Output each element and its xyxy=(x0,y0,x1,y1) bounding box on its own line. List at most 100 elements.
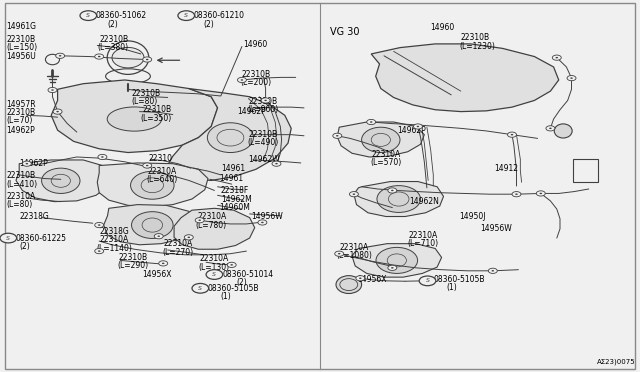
Circle shape xyxy=(264,100,267,101)
Text: (L=290): (L=290) xyxy=(117,262,148,270)
Circle shape xyxy=(154,234,163,239)
Text: (L=710): (L=710) xyxy=(407,239,438,248)
Text: 22310A: 22310A xyxy=(6,192,36,201)
Circle shape xyxy=(275,163,278,164)
Circle shape xyxy=(162,263,164,264)
Circle shape xyxy=(515,193,518,195)
Text: AΣ23)0075: AΣ23)0075 xyxy=(597,359,636,365)
Circle shape xyxy=(198,219,201,221)
Circle shape xyxy=(98,56,100,57)
Text: 22310B: 22310B xyxy=(142,105,172,114)
Text: (2): (2) xyxy=(204,20,214,29)
Text: (L=780): (L=780) xyxy=(196,221,227,230)
Text: 22310B: 22310B xyxy=(248,130,278,139)
Circle shape xyxy=(241,79,243,81)
Text: (L=1230): (L=1230) xyxy=(460,42,495,51)
Circle shape xyxy=(272,161,281,166)
Circle shape xyxy=(512,192,521,197)
Circle shape xyxy=(359,278,362,279)
Circle shape xyxy=(419,276,436,286)
Ellipse shape xyxy=(336,276,362,294)
Text: 14962P: 14962P xyxy=(237,107,266,116)
Text: 22310A: 22310A xyxy=(339,243,369,252)
Circle shape xyxy=(552,55,561,60)
Circle shape xyxy=(492,270,494,272)
Text: 08360-51014: 08360-51014 xyxy=(223,270,274,279)
Circle shape xyxy=(488,268,497,273)
Polygon shape xyxy=(371,44,559,112)
Circle shape xyxy=(146,165,148,166)
Text: 14956U: 14956U xyxy=(6,52,36,61)
Circle shape xyxy=(56,53,65,58)
Text: 22310B: 22310B xyxy=(99,35,129,44)
Text: 22310B: 22310B xyxy=(6,171,36,180)
Text: 22310B: 22310B xyxy=(248,97,278,106)
Polygon shape xyxy=(337,122,424,157)
Circle shape xyxy=(388,188,397,193)
Text: 14956X: 14956X xyxy=(142,270,172,279)
Circle shape xyxy=(567,76,576,81)
Circle shape xyxy=(549,128,552,129)
Circle shape xyxy=(227,262,236,267)
Circle shape xyxy=(157,235,160,237)
Circle shape xyxy=(0,233,17,243)
Circle shape xyxy=(143,163,152,168)
Circle shape xyxy=(570,77,573,79)
Circle shape xyxy=(237,77,246,83)
Text: 22310B: 22310B xyxy=(242,70,271,79)
Circle shape xyxy=(391,267,394,269)
Text: 14962W: 14962W xyxy=(248,155,280,164)
Circle shape xyxy=(413,124,422,129)
Text: (L=350): (L=350) xyxy=(141,114,172,123)
Circle shape xyxy=(356,276,365,281)
Text: (L=70): (L=70) xyxy=(6,116,33,125)
Circle shape xyxy=(536,191,545,196)
Circle shape xyxy=(184,235,193,240)
Circle shape xyxy=(53,109,62,114)
Circle shape xyxy=(22,161,31,166)
Ellipse shape xyxy=(131,171,174,199)
Circle shape xyxy=(56,111,59,112)
Text: 14961G: 14961G xyxy=(6,22,36,31)
Text: 08360-61210: 08360-61210 xyxy=(193,11,244,20)
Circle shape xyxy=(391,190,394,191)
Ellipse shape xyxy=(554,124,572,138)
Circle shape xyxy=(261,222,264,223)
Ellipse shape xyxy=(207,123,253,153)
Text: 22310A: 22310A xyxy=(147,167,177,176)
Text: 14912: 14912 xyxy=(494,164,518,173)
Circle shape xyxy=(540,193,542,194)
Ellipse shape xyxy=(107,41,149,74)
Circle shape xyxy=(367,119,376,125)
Text: (L=130): (L=130) xyxy=(198,263,230,272)
Ellipse shape xyxy=(108,107,162,131)
Ellipse shape xyxy=(377,186,420,212)
Polygon shape xyxy=(352,244,442,277)
Text: S: S xyxy=(86,13,90,18)
Text: 14956X: 14956X xyxy=(357,275,387,283)
Circle shape xyxy=(101,156,104,158)
Text: (2): (2) xyxy=(19,242,30,251)
Text: 08360-51062: 08360-51062 xyxy=(96,11,147,20)
Polygon shape xyxy=(166,89,291,180)
Circle shape xyxy=(388,265,397,270)
Text: 22310A: 22310A xyxy=(99,235,129,244)
Text: (2): (2) xyxy=(108,20,118,29)
Text: 22318F: 22318F xyxy=(221,186,249,195)
Circle shape xyxy=(48,87,57,93)
Text: (L=200): (L=200) xyxy=(241,78,272,87)
Text: 14961: 14961 xyxy=(219,174,243,183)
Text: 14962P: 14962P xyxy=(6,126,35,135)
Text: (L=80): (L=80) xyxy=(131,97,157,106)
Circle shape xyxy=(98,154,107,160)
Polygon shape xyxy=(97,163,208,207)
Text: 22310B: 22310B xyxy=(6,108,36,117)
Text: (L=960): (L=960) xyxy=(247,105,278,114)
Text: 14961: 14961 xyxy=(221,164,245,173)
Text: 14957R: 14957R xyxy=(6,100,36,109)
Circle shape xyxy=(159,261,168,266)
Text: 14960M: 14960M xyxy=(219,203,250,212)
Text: (L=410): (L=410) xyxy=(6,180,38,189)
Text: 08360-5105B: 08360-5105B xyxy=(434,275,485,283)
Circle shape xyxy=(80,11,97,20)
